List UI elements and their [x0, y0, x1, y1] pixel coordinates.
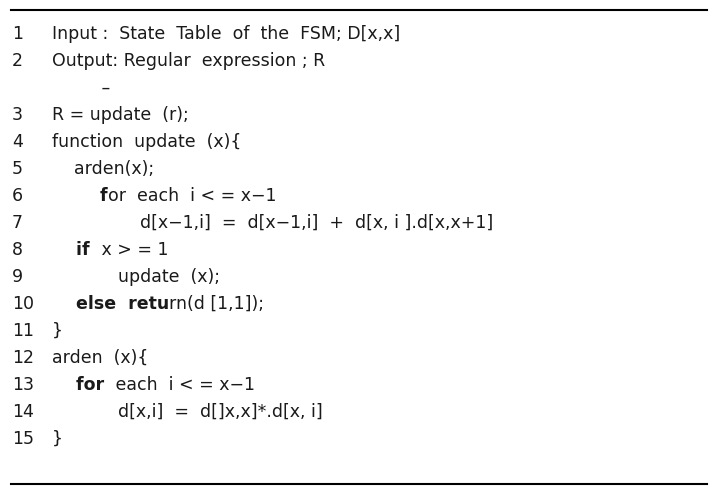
Text: }: }	[52, 430, 63, 448]
Text: x > = 1: x > = 1	[95, 241, 168, 259]
Text: }: }	[52, 322, 63, 340]
Text: 6: 6	[12, 187, 23, 205]
Text: if: if	[52, 241, 95, 259]
Text: 11: 11	[12, 322, 34, 340]
Text: function  update  (x){: function update (x){	[52, 133, 241, 151]
Text: else  retu: else retu	[52, 295, 169, 313]
Text: 14: 14	[12, 403, 34, 421]
Text: arden(x);: arden(x);	[52, 160, 154, 178]
Text: Output: Regular  expression ; R: Output: Regular expression ; R	[52, 52, 325, 70]
Text: –: –	[52, 79, 111, 97]
Text: or  each  i < = x−1: or each i < = x−1	[108, 187, 276, 205]
Text: R = update  (r);: R = update (r);	[52, 106, 189, 124]
Text: 4: 4	[12, 133, 23, 151]
Text: 9: 9	[12, 268, 23, 286]
Text: Input :  State  Table  of  the  FSM; D[x,x]: Input : State Table of the FSM; D[x,x]	[52, 25, 400, 43]
Text: d[x−1,i]  =  d[x−1,i]  +  d[x, i ].d[x,x+1]: d[x−1,i] = d[x−1,i] + d[x, i ].d[x,x+1]	[52, 214, 493, 232]
Text: each  i < = x−1: each i < = x−1	[110, 376, 255, 394]
Text: 2: 2	[12, 52, 23, 70]
Text: 5: 5	[12, 160, 23, 178]
Text: f: f	[52, 187, 108, 205]
Text: arden  (x){: arden (x){	[52, 349, 149, 367]
Text: 8: 8	[12, 241, 23, 259]
Text: 1: 1	[12, 25, 23, 43]
Text: 7: 7	[12, 214, 23, 232]
Text: 15: 15	[12, 430, 34, 448]
Text: 13: 13	[12, 376, 34, 394]
Text: 3: 3	[12, 106, 23, 124]
Text: 10: 10	[12, 295, 34, 313]
Text: update  (x);: update (x);	[52, 268, 220, 286]
Text: rn(d [1,1]);: rn(d [1,1]);	[169, 295, 264, 313]
Text: for: for	[52, 376, 110, 394]
Text: d[x,i]  =  d[]x,x]*.d[x, i]: d[x,i] = d[]x,x]*.d[x, i]	[52, 403, 323, 421]
Text: 12: 12	[12, 349, 34, 367]
